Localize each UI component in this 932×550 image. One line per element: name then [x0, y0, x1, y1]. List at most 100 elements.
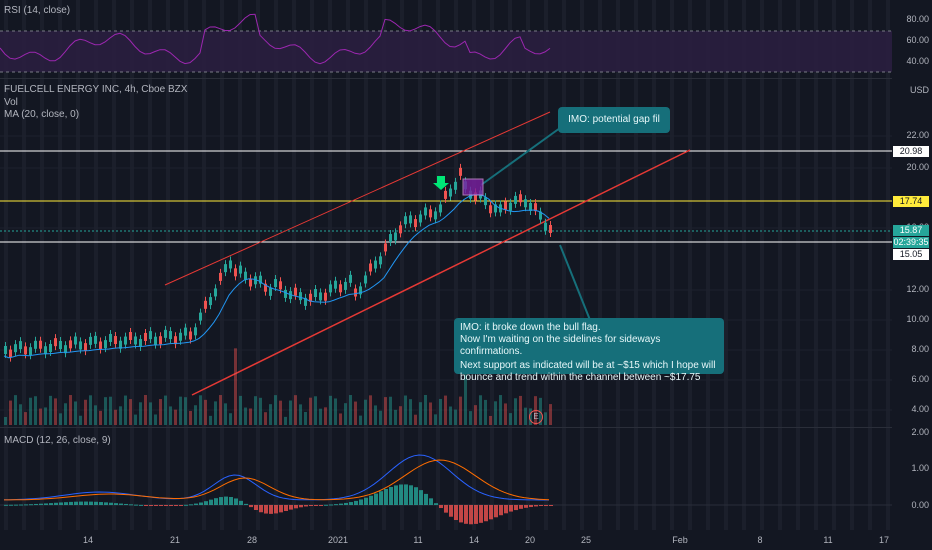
candle-body: [169, 331, 172, 340]
candle-body: [39, 340, 42, 349]
session-stripe: [40, 0, 44, 530]
rsi-title[interactable]: RSI (14, close): [4, 5, 71, 16]
volume-bar: [394, 409, 397, 425]
volume-bar: [294, 395, 297, 425]
gap-fill-callout[interactable]: IMO: potential gap fil: [558, 107, 670, 133]
candle-body: [379, 256, 382, 265]
session-stripe: [400, 0, 404, 530]
volume-bar: [164, 395, 167, 425]
session-stripe: [526, 0, 530, 530]
price-tick: 4.00: [911, 404, 929, 414]
macd-line: [3, 454, 549, 501]
macd-histogram-bar: [504, 505, 508, 514]
resistance-level-tag[interactable]: 20.98: [893, 146, 929, 157]
candle-body: [159, 336, 162, 345]
channel-upper-line: [164, 111, 551, 286]
candle-body: [129, 332, 132, 341]
last-price-tag[interactable]: 15.87: [893, 225, 929, 236]
volume-bar: [469, 411, 472, 425]
macd-histogram-bar: [304, 505, 308, 507]
session-stripe: [580, 0, 584, 530]
macd-pane-separator[interactable]: [0, 427, 892, 428]
candle-body: [4, 346, 7, 354]
macd-histogram-bar: [424, 493, 428, 505]
macd-histogram-bar: [259, 505, 263, 513]
macd-histogram-bar: [544, 505, 548, 506]
vol-indicator-label[interactable]: Vol: [4, 97, 18, 108]
volume-bar: [24, 412, 27, 425]
session-stripe: [850, 0, 854, 530]
volume-bar: [254, 396, 257, 425]
symbol-title[interactable]: FUELCELL ENERGY INC, 4h, Cboe BZX: [4, 84, 188, 95]
candle-body: [514, 195, 517, 204]
volume-bar: [104, 397, 107, 425]
candle-body: [299, 292, 302, 301]
volume-bar: [154, 414, 157, 425]
candle-body: [199, 312, 202, 321]
session-stripe: [256, 0, 260, 530]
candle-body: [234, 268, 237, 277]
volume-bar: [319, 408, 322, 425]
volume-bar: [14, 395, 17, 425]
macd-histogram-bar: [89, 501, 93, 505]
volume-bar: [64, 403, 67, 425]
volume-bar: [379, 410, 382, 425]
macd-histogram-bar: [339, 503, 343, 505]
yellow-level-tag[interactable]: 17.74: [893, 196, 929, 207]
candle-body: [264, 283, 267, 292]
rsi-pane-separator[interactable]: [0, 78, 892, 79]
macd-title[interactable]: MACD (12, 26, close, 9): [4, 435, 111, 446]
volume-bar: [249, 408, 252, 425]
candle-body: [434, 211, 437, 220]
candle-body: [399, 225, 402, 234]
volume-bar: [299, 404, 302, 425]
macd-histogram-bar: [479, 505, 483, 523]
macd-histogram-bar: [239, 500, 243, 505]
volume-bar: [29, 397, 32, 425]
support-level-tag[interactable]: 15.05: [893, 249, 929, 260]
analysis-line: Now I'm waiting on the sidelines for sid…: [460, 334, 661, 357]
candle-body: [89, 336, 92, 345]
volume-bar: [484, 399, 487, 425]
macd-histogram-bar: [534, 505, 538, 507]
macd-histogram-bar: [19, 504, 23, 506]
candle-body: [279, 281, 282, 290]
ma-indicator-label[interactable]: MA (20, close, 0): [4, 109, 80, 120]
macd-histogram-bar: [364, 497, 368, 505]
session-stripe: [868, 0, 872, 530]
session-stripe: [562, 0, 566, 530]
x-axis-label: 28: [246, 535, 258, 545]
candle-body: [274, 279, 277, 288]
volume-bar: [94, 405, 97, 425]
gap-fill-callout-text: IMO: potential gap fil: [568, 114, 660, 125]
candle-body: [79, 341, 82, 350]
volume-bar: [354, 401, 357, 425]
volume-bar: [204, 399, 207, 425]
macd-histogram-bar: [39, 503, 43, 505]
volume-bar: [314, 396, 317, 425]
price-tick: 22.00: [906, 130, 929, 140]
rsi-line: [0, 13, 551, 65]
volume-bar: [474, 405, 477, 425]
candle-body: [424, 207, 427, 216]
macd-histogram-bar: [299, 505, 303, 508]
candle-body: [104, 340, 107, 349]
analysis-callout[interactable]: IMO: it broke down the bull flag. Now I'…: [454, 318, 724, 383]
macd-histogram-bar: [129, 504, 133, 506]
macd-histogram-bar: [14, 504, 18, 506]
macd-histogram-bar: [149, 505, 153, 506]
macd-histogram-bar: [134, 504, 138, 506]
price-tick: 8.00: [911, 344, 929, 354]
session-stripe: [490, 0, 494, 530]
volume-bar: [159, 399, 162, 425]
session-stripe: [364, 0, 368, 530]
session-stripe: [634, 0, 638, 530]
earnings-event-marker[interactable]: E: [529, 410, 543, 424]
candle-body: [269, 287, 272, 296]
volume-bar: [269, 404, 272, 425]
candle-body: [519, 194, 522, 203]
macd-tick: 1.00: [911, 463, 929, 473]
session-stripe: [22, 0, 26, 530]
volume-bar: [144, 395, 147, 425]
